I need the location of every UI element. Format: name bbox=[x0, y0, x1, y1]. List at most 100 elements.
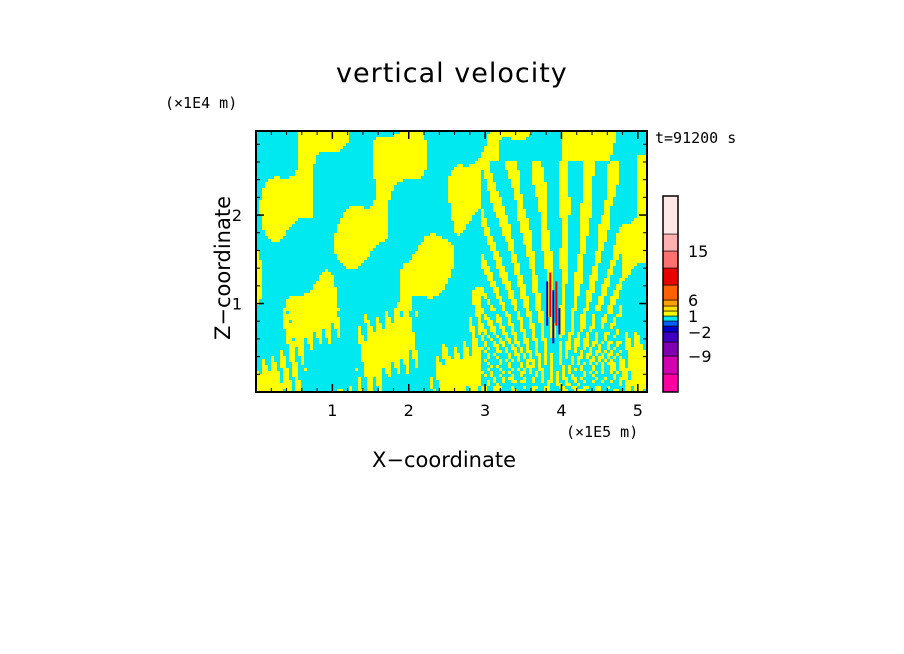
field-cell-positive bbox=[403, 266, 454, 269]
field-cell-positive bbox=[574, 281, 583, 284]
field-cell-positive bbox=[454, 221, 469, 224]
x-tick-label: 3 bbox=[480, 401, 490, 420]
field-cell-positive bbox=[490, 194, 499, 197]
field-cell-positive bbox=[532, 179, 544, 182]
field-cell-positive bbox=[361, 350, 409, 353]
field-cell-positive bbox=[532, 377, 535, 380]
field-cell-positive bbox=[628, 359, 647, 362]
field-cell-positive bbox=[520, 362, 523, 365]
field-cell-positive bbox=[334, 239, 385, 242]
field-cell-positive bbox=[508, 341, 511, 344]
field-cell-positive bbox=[490, 305, 493, 308]
field-cell-positive bbox=[622, 260, 647, 263]
field-cell-positive bbox=[637, 167, 647, 170]
field-cell-positive bbox=[526, 365, 535, 368]
field-cell-positive bbox=[619, 380, 622, 383]
field-cell-positive bbox=[610, 260, 616, 263]
field-cell-positive bbox=[580, 314, 586, 317]
field-cell-positive bbox=[544, 260, 553, 263]
field-cell-positive bbox=[565, 350, 568, 353]
field-cell-positive bbox=[616, 239, 647, 242]
field-cell-positive bbox=[583, 164, 595, 167]
field-cell-positive bbox=[376, 188, 394, 191]
field-cell-positive bbox=[628, 365, 647, 368]
field-cell-positive bbox=[511, 389, 517, 392]
field-cell-positive bbox=[544, 344, 547, 347]
field-cell-positive bbox=[442, 353, 448, 356]
field-cell-positive bbox=[484, 332, 487, 335]
field-cell-positive bbox=[373, 143, 427, 146]
field-cell-positive bbox=[484, 341, 487, 344]
field-cell-positive bbox=[409, 260, 454, 263]
field-cell-positive bbox=[538, 203, 547, 206]
field-cell-positive bbox=[583, 194, 592, 197]
field-cell-positive bbox=[520, 320, 523, 323]
field-cell-positive bbox=[592, 314, 595, 317]
colorbar-label: 6 bbox=[688, 291, 698, 310]
field-cell-positive bbox=[520, 329, 526, 332]
field-cell-positive bbox=[373, 167, 427, 170]
field-cell-positive bbox=[568, 371, 571, 374]
field-cell-positive bbox=[328, 341, 331, 344]
field-cell-positive bbox=[595, 332, 598, 335]
field-cell-positive bbox=[454, 350, 457, 353]
field-cell-positive bbox=[544, 389, 550, 392]
field-cell-positive bbox=[559, 191, 568, 194]
field-cell-positive bbox=[442, 350, 448, 353]
x-tick-label: 1 bbox=[327, 401, 337, 420]
field-cell-positive bbox=[601, 317, 607, 320]
field-cell-positive bbox=[511, 137, 526, 140]
field-cell-positive bbox=[580, 248, 586, 251]
field-cell-positive bbox=[535, 191, 547, 194]
field-cell-positive bbox=[586, 302, 589, 305]
field-cell-positive bbox=[337, 389, 343, 392]
field-cell-positive bbox=[373, 140, 427, 143]
field-cell-positive bbox=[523, 341, 529, 344]
field-cell-positive bbox=[364, 368, 382, 371]
field-cell-positive bbox=[595, 386, 601, 389]
field-cell-positive bbox=[376, 185, 394, 188]
field-cell-positive bbox=[289, 356, 295, 359]
field-cell-positive bbox=[526, 254, 535, 257]
field-cell-positive bbox=[562, 224, 568, 227]
field-cell-positive bbox=[613, 317, 616, 320]
field-cell-positive bbox=[580, 353, 583, 356]
field-cell-positive bbox=[385, 368, 391, 371]
field-cell-positive bbox=[529, 323, 535, 326]
field-cell-positive bbox=[430, 386, 433, 389]
field-cell-positive bbox=[562, 302, 565, 305]
field-cell-positive bbox=[475, 314, 481, 317]
field-cell-positive bbox=[484, 296, 487, 299]
field-cell-positive bbox=[298, 131, 349, 134]
field-cell-positive bbox=[526, 251, 535, 254]
field-cell-positive bbox=[385, 320, 391, 323]
field-cell-positive bbox=[580, 203, 592, 206]
field-cell-positive bbox=[622, 257, 647, 260]
field-cell-positive bbox=[577, 263, 583, 266]
field-cell-positive bbox=[262, 362, 265, 365]
field-cell-positive bbox=[607, 188, 616, 191]
field-cell-positive bbox=[496, 260, 502, 263]
field-cell-positive bbox=[262, 365, 268, 368]
field-cell-positive bbox=[517, 368, 520, 371]
field-cell-positive bbox=[514, 308, 517, 311]
field-cell-positive bbox=[571, 308, 577, 311]
field-cell-positive bbox=[619, 383, 622, 386]
field-cell-positive bbox=[634, 335, 640, 338]
field-cell-positive bbox=[583, 386, 589, 389]
field-cell-positive bbox=[256, 389, 283, 392]
field-cell-positive bbox=[487, 179, 493, 182]
field-cell-positive bbox=[259, 200, 313, 203]
field-cell-positive bbox=[631, 221, 647, 224]
field-cell-positive bbox=[583, 371, 586, 374]
field-cell-positive bbox=[499, 302, 505, 305]
field-cell-positive bbox=[496, 263, 502, 266]
field-cell-positive bbox=[358, 338, 364, 341]
field-cell-positive bbox=[544, 257, 553, 260]
field-cell-positive bbox=[544, 254, 553, 257]
field-cell-positive bbox=[607, 311, 613, 314]
field-cell-positive bbox=[394, 317, 412, 320]
field-cell-positive bbox=[547, 380, 553, 383]
field-cell-positive bbox=[586, 356, 589, 359]
field-cell-positive bbox=[520, 293, 526, 296]
